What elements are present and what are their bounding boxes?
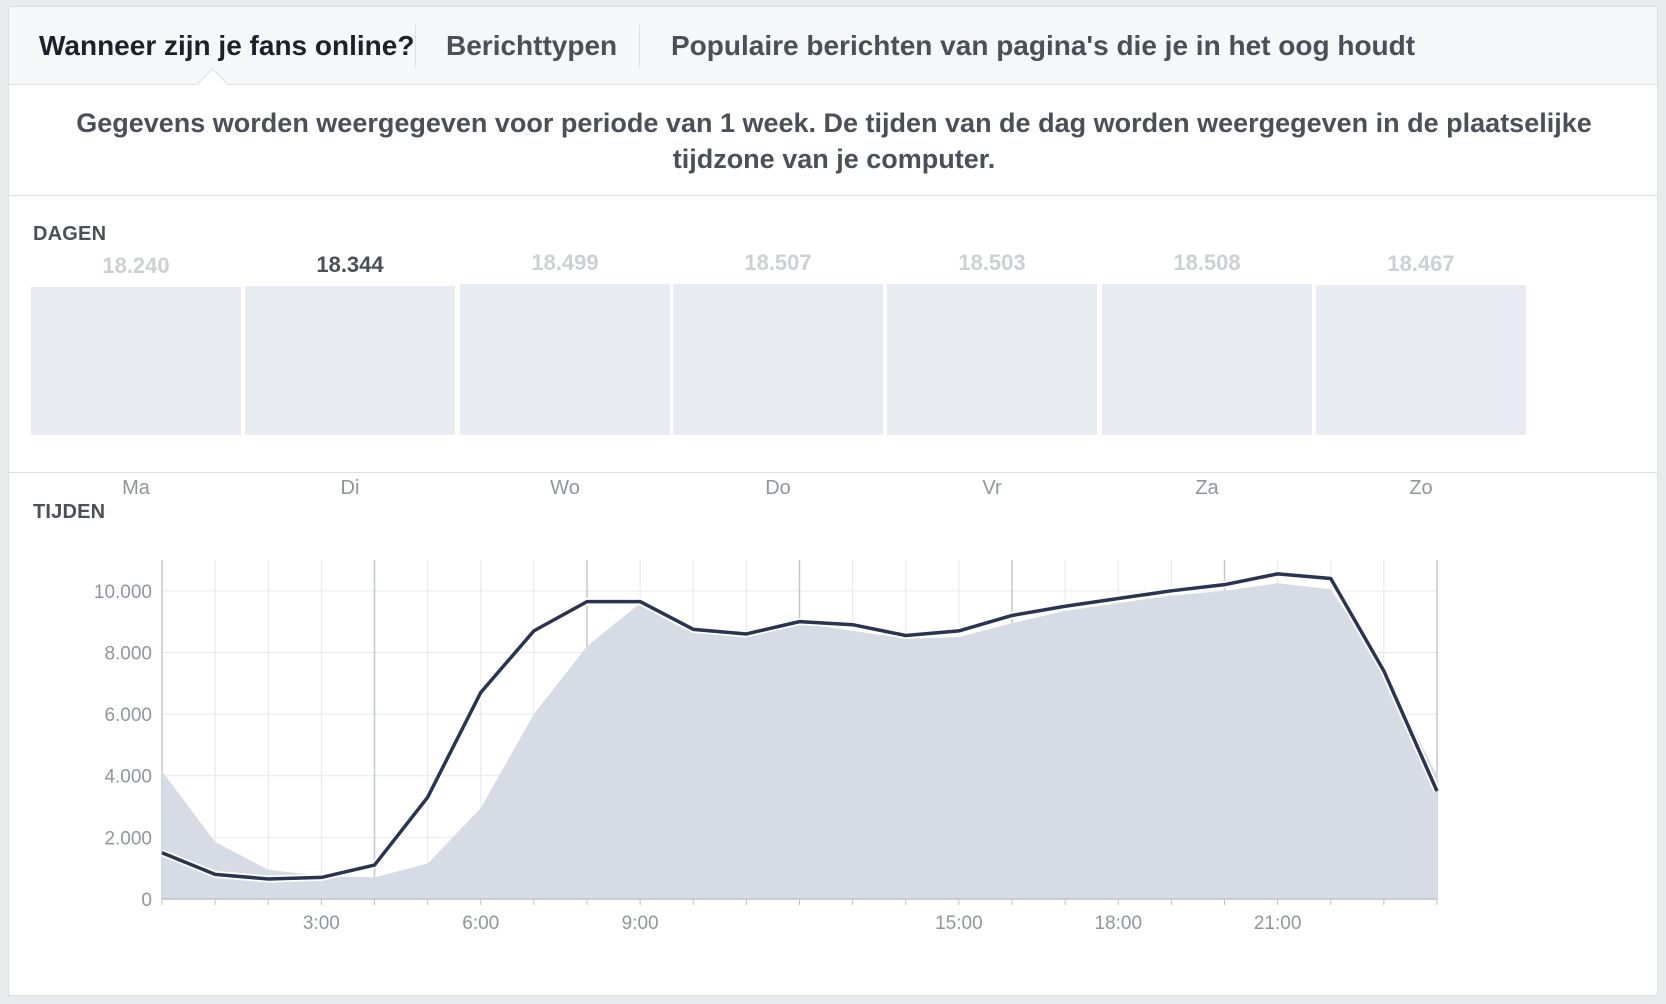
day-count: 18.467 — [1387, 250, 1455, 276]
day-bar — [673, 284, 883, 435]
tab-separator — [415, 25, 416, 67]
day-bar — [245, 285, 455, 435]
x-tick-label: 18:00 — [1094, 913, 1142, 934]
day-vr[interactable]: 18.503 Vr — [887, 250, 1097, 499]
day-count: 18.499 — [531, 250, 599, 276]
line-series-selected-day — [161, 572, 1439, 881]
y-tick-label: 4.000 — [104, 767, 152, 788]
day-bar — [1102, 284, 1312, 435]
area-series-all-days — [162, 583, 1437, 899]
days-section-title: DAGEN — [33, 223, 107, 245]
x-tick-label: 3:00 — [303, 913, 340, 934]
day-label: Zo — [1409, 477, 1433, 499]
day-count: 18.508 — [1173, 250, 1241, 276]
tab-popular-posts[interactable]: Populaire berichten van pagina's die je … — [671, 30, 1416, 61]
times-chart: 0 2.000 4.000 6.000 8.000 10.000 3:00 6:00 9:00 1… — [94, 560, 1441, 934]
x-tick-label: 21:00 — [1254, 913, 1302, 934]
day-count: 18.503 — [958, 250, 1026, 276]
day-label: Wo — [550, 477, 580, 499]
tab-separator — [639, 25, 640, 67]
times-section-title: TIJDEN — [33, 501, 106, 523]
day-bar — [460, 284, 670, 435]
tab-post-types[interactable]: Berichttypen — [446, 30, 618, 61]
day-count: 18.507 — [744, 250, 812, 276]
y-tick-label: 0 — [141, 890, 152, 911]
day-za[interactable]: 18.508 Za — [1102, 250, 1312, 499]
day-zo[interactable]: 18.467 Zo — [1316, 251, 1526, 499]
day-label: Ma — [122, 477, 150, 499]
y-tick-label: 6.000 — [104, 705, 152, 726]
day-wo[interactable]: 18.499 Wo — [460, 250, 670, 499]
divider — [9, 472, 1657, 473]
day-label: Di — [340, 477, 360, 499]
day-do[interactable]: 18.507 Do — [673, 250, 883, 499]
x-tick-label: 6:00 — [462, 913, 499, 934]
day-count: 18.240 — [102, 253, 170, 278]
tab-bar: Wanneer zijn je fans online? Berichttype… — [9, 7, 1657, 101]
y-tick-label: 8.000 — [104, 643, 152, 664]
y-tick-label: 10.000 — [94, 582, 152, 603]
y-tick-label: 2.000 — [104, 828, 152, 849]
day-bar — [887, 284, 1097, 435]
tab-fans-online[interactable]: Wanneer zijn je fans online? — [39, 30, 415, 61]
day-di[interactable]: 18.344 Di — [245, 251, 455, 499]
timezone-notice: Gegevens worden weergegeven voor periode… — [76, 108, 1592, 174]
day-label: Vr — [982, 477, 1002, 499]
day-label: Do — [765, 477, 791, 499]
x-tick-label: 9:00 — [622, 913, 659, 934]
day-count: 18.344 — [316, 251, 384, 277]
divider — [9, 195, 1657, 196]
x-tick-label: 15:00 — [935, 913, 983, 934]
day-bar — [1316, 284, 1526, 435]
page-insights-panel: Wanneer zijn je fans online? Berichttype… — [8, 6, 1658, 996]
day-bar — [31, 287, 241, 435]
day-label: Za — [1195, 477, 1219, 499]
day-ma[interactable]: 18.240 Ma — [31, 253, 241, 499]
